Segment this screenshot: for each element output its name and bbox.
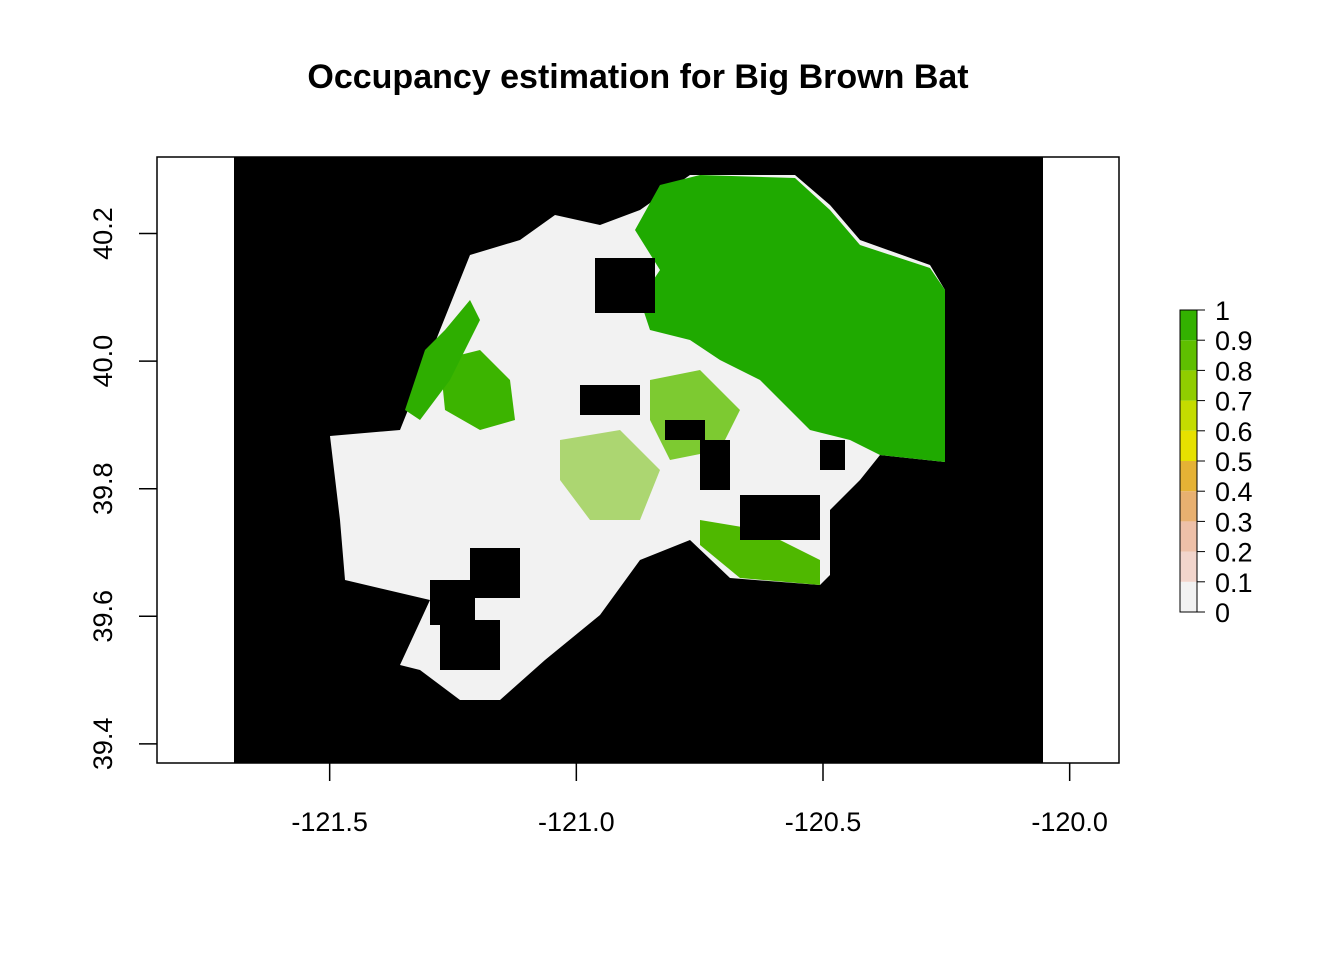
y-axis: 39.4 39.6 39.8 40.0 40.2 [88, 207, 157, 770]
x-axis: -121.5 -121.0 -120.5 -120.0 [291, 763, 1108, 837]
nodata-patch [740, 495, 820, 540]
legend-tick-label: 0.3 [1215, 507, 1253, 537]
legend-tick-label: 0.8 [1215, 356, 1253, 386]
nodata-patch [700, 440, 730, 490]
legend-tick-label: 0 [1215, 598, 1230, 628]
legend-color-swatch [1180, 400, 1197, 431]
legend-tick-label: 0.5 [1215, 447, 1253, 477]
nodata-patch [440, 620, 500, 670]
legend-color-swatch [1180, 491, 1197, 522]
y-tick-label: 39.6 [88, 590, 118, 643]
nodata-patch [430, 580, 475, 625]
legend-color-swatch [1180, 551, 1197, 582]
legend-tick-label: 0.2 [1215, 538, 1253, 568]
nodata-patch [820, 440, 845, 470]
legend-color-swatch [1180, 340, 1197, 371]
plot-frame [156, 156, 1120, 764]
high-occupancy-region-central [440, 350, 515, 430]
nodata-patch [580, 385, 640, 415]
study-area-raster [330, 175, 945, 700]
legend-tick-label: 1 [1215, 296, 1230, 326]
color-legend: 00.10.20.30.40.50.60.70.80.91 [1179, 296, 1253, 628]
x-tick-label: -120.5 [785, 807, 862, 837]
y-tick-label: 40.2 [88, 207, 118, 260]
nodata-patch [665, 420, 705, 440]
legend-color-swatch [1180, 370, 1197, 401]
legend-color-swatch [1180, 310, 1197, 341]
legend-tick-label: 0.4 [1215, 477, 1253, 507]
high-occupancy-region-ne [635, 175, 945, 462]
chart-title: Occupancy estimation for Big Brown Bat [307, 58, 969, 96]
nodata-patch [595, 258, 655, 313]
y-tick-label: 39.8 [88, 462, 118, 515]
mid-occupancy-region [560, 430, 660, 520]
nodata-patch [470, 548, 520, 598]
legend-tick-label: 0.9 [1215, 326, 1253, 356]
legend-tick-label: 0.7 [1215, 387, 1253, 417]
y-tick-label: 40.0 [88, 335, 118, 388]
x-tick-label: -120.0 [1031, 807, 1108, 837]
x-tick-label: -121.5 [291, 807, 368, 837]
y-tick-label: 39.4 [88, 718, 118, 771]
legend-color-swatch [1180, 581, 1197, 612]
legend-tick-label: 0.1 [1215, 568, 1253, 598]
legend-color-swatch [1180, 430, 1197, 461]
legend-color-swatch [1180, 461, 1197, 492]
x-tick-label: -121.0 [538, 807, 615, 837]
legend-color-swatch [1180, 521, 1197, 552]
legend-tick-label: 0.6 [1215, 417, 1253, 447]
high-occupancy-region-sw [700, 520, 820, 585]
high-occupancy-region-west [405, 300, 480, 420]
